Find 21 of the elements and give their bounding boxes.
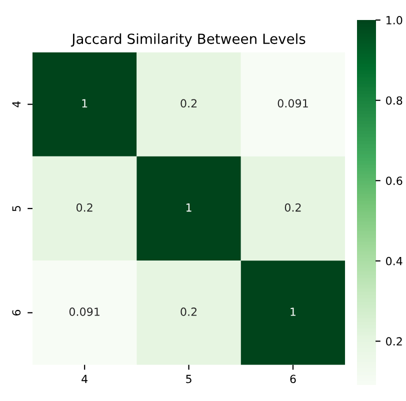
data-label: 0.2 bbox=[76, 203, 92, 212]
y-tick-label: 5 bbox=[12, 206, 21, 212]
chart-title: Jaccard Similarity Between Levels bbox=[70, 33, 306, 47]
data-label: 0.091 bbox=[278, 99, 308, 108]
data-label: 0.2 bbox=[180, 308, 197, 316]
x-tick-label: 4 bbox=[82, 374, 88, 383]
color-bar-label: 0.4 bbox=[386, 256, 402, 266]
data-label: 0.091 bbox=[69, 308, 100, 316]
color-bar-label: 0.8 bbox=[386, 96, 402, 105]
color-bar-label: 0.6 bbox=[386, 176, 402, 186]
x-tick-label: 5 bbox=[186, 374, 192, 384]
y-tick-label: 6 bbox=[12, 310, 21, 316]
data-label: 1 bbox=[290, 308, 296, 316]
data-label: 1 bbox=[186, 203, 192, 212]
color-bar-label: 0.2 bbox=[386, 337, 402, 346]
y-tick-label: 4 bbox=[12, 101, 20, 108]
data-label: 0.2 bbox=[284, 203, 301, 212]
data-label: 0.2 bbox=[180, 99, 197, 108]
color-bar-label: 1.0 bbox=[386, 16, 402, 24]
data-label: 1 bbox=[82, 99, 88, 108]
x-tick-label: 6 bbox=[290, 374, 296, 384]
